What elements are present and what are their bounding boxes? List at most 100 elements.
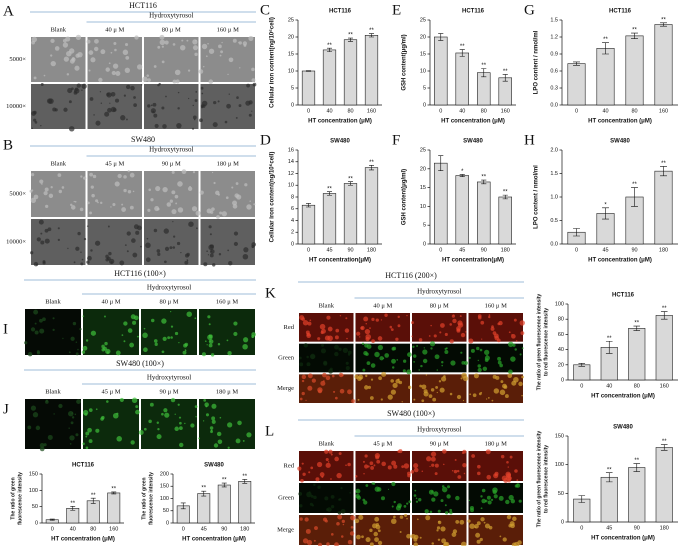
texture	[299, 356, 302, 360]
texture	[413, 537, 418, 542]
texture	[208, 323, 211, 326]
significance: **	[632, 182, 637, 188]
texture	[127, 170, 130, 173]
texture	[114, 48, 117, 52]
texture	[305, 399, 307, 402]
texture	[314, 526, 318, 530]
column-label: Blank	[50, 26, 66, 33]
y-tick-label: 100	[160, 496, 169, 502]
y-tick-label: 15	[420, 51, 426, 57]
texture	[68, 126, 75, 132]
texture	[148, 419, 152, 424]
texture	[339, 370, 342, 373]
texture	[73, 261, 76, 264]
texture	[243, 337, 249, 343]
texture	[89, 211, 93, 215]
texture	[462, 399, 465, 402]
texture	[172, 221, 174, 223]
texture	[175, 79, 180, 84]
texture	[487, 397, 490, 399]
texture	[45, 204, 49, 209]
y-tick-label: 0	[561, 377, 564, 383]
texture	[363, 500, 368, 505]
y-tick-label: 40	[558, 347, 564, 353]
texture	[106, 92, 112, 98]
texture	[106, 351, 110, 354]
texture	[44, 228, 49, 233]
texture	[330, 533, 334, 536]
texture	[146, 237, 149, 240]
significance: **	[348, 33, 353, 39]
texture	[441, 486, 448, 493]
texture	[66, 73, 70, 76]
texture	[95, 199, 99, 203]
texture	[30, 172, 35, 177]
texture	[413, 360, 416, 363]
texture	[354, 518, 360, 524]
texture	[210, 210, 214, 214]
x-tick-label: 160	[660, 383, 669, 389]
texture	[112, 202, 116, 207]
texture	[83, 237, 87, 241]
column-label: 160 μ M	[217, 26, 239, 33]
significance: **	[634, 321, 639, 327]
micrograph	[141, 399, 197, 449]
texture	[393, 515, 396, 519]
texture	[454, 458, 457, 461]
y-tick-label: 0.0	[550, 241, 558, 247]
texture	[235, 438, 241, 444]
texture	[317, 337, 321, 341]
error-bar	[326, 191, 333, 196]
texture	[183, 343, 188, 348]
texture	[132, 320, 137, 325]
texture	[390, 328, 394, 331]
texture	[406, 314, 408, 317]
texture	[461, 451, 465, 455]
texture	[208, 225, 212, 229]
texture	[315, 477, 320, 482]
texture	[58, 189, 63, 194]
y-tick-label: 5	[291, 85, 294, 91]
texture	[481, 498, 486, 504]
texture	[188, 97, 190, 100]
texture	[131, 397, 138, 403]
texture	[399, 530, 402, 533]
x-tick-label: 0	[51, 526, 54, 532]
texture	[502, 537, 507, 542]
texture	[305, 330, 310, 335]
texture	[441, 364, 443, 367]
texture	[48, 98, 54, 104]
texture	[212, 263, 216, 267]
texture	[395, 379, 400, 384]
texture	[206, 250, 208, 253]
texture	[201, 352, 206, 357]
micrograph	[144, 84, 199, 129]
texture	[178, 416, 182, 419]
texture	[90, 57, 96, 63]
texture	[208, 334, 211, 337]
texture	[62, 42, 69, 48]
texture	[40, 240, 45, 245]
texture	[117, 173, 122, 179]
texture	[133, 224, 139, 230]
texture	[331, 374, 335, 378]
texture	[439, 331, 442, 334]
texture	[251, 110, 253, 112]
y-tick-label: 0	[35, 520, 38, 526]
x-tick-label: 45	[201, 526, 207, 532]
texture	[58, 403, 63, 409]
texture	[391, 481, 396, 487]
texture	[110, 261, 113, 264]
texture	[349, 531, 355, 536]
texture	[36, 237, 41, 242]
texture	[512, 343, 516, 347]
texture	[187, 69, 191, 72]
texture	[35, 425, 41, 431]
chart-title: HCT116	[329, 9, 352, 15]
texture	[228, 261, 233, 266]
y-tick-label: 0	[423, 102, 426, 108]
texture	[363, 316, 369, 322]
error-bar	[459, 174, 465, 177]
error-bar	[70, 506, 76, 511]
texture	[130, 85, 135, 91]
